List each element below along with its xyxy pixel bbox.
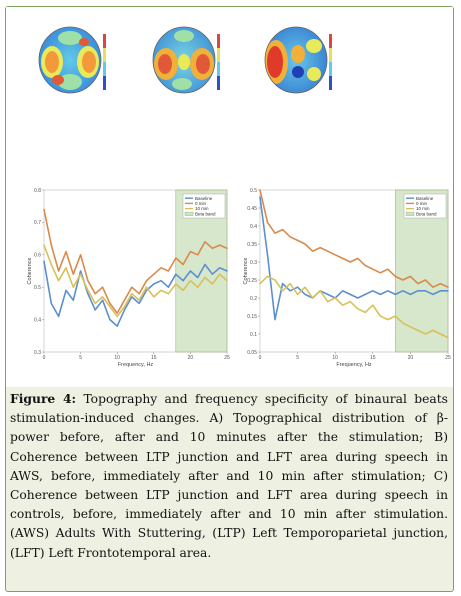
y-tick-label: 0.3 xyxy=(34,350,41,356)
y-tick-label: 0.7 xyxy=(34,220,41,226)
figure-image: 0 5 10 15 20 25 0.3 0.4 0.5 0.6 0.7 0.8 Frequency, H… xyxy=(6,7,453,387)
topomap-10-min-after xyxy=(264,22,334,104)
legend-swatch xyxy=(405,211,415,216)
y-tick-label: 0.8 xyxy=(34,188,41,194)
legend-label: Beta band xyxy=(195,211,216,216)
chart-b: 0 5 10 15 20 25 0.3 0.4 0.5 0.6 0.7 0.8 Frequency, H… xyxy=(22,182,242,372)
legend-label: 10 min xyxy=(416,206,430,211)
y-tick-label: 0.35 xyxy=(247,242,257,248)
legend-label: Baseline xyxy=(416,196,434,201)
x-tick-label: 10 xyxy=(114,355,120,361)
x-tick-label: 20 xyxy=(408,355,414,361)
series-line xyxy=(43,260,228,327)
x-tick-label: 15 xyxy=(370,355,376,361)
y-tick-label: 0.5 xyxy=(34,285,41,291)
x-tick-label: 25 xyxy=(224,355,230,361)
legend-label: Baseline xyxy=(195,196,213,201)
x-tick-label: 15 xyxy=(151,355,157,361)
legend-swatch xyxy=(184,211,194,216)
series-line xyxy=(259,189,449,288)
x-tick-label: 0 xyxy=(259,355,262,361)
coherence-chart-controls: 0 5 10 15 20 25 0.05 0.1 0.15 0.2 0.25 0.3 0.35 0.4 0.… xyxy=(243,188,451,368)
x-tick-label: 5 xyxy=(296,355,299,361)
series-line xyxy=(43,208,228,314)
coherence-chart-aws: 0 5 10 15 20 25 0.3 0.4 0.5 0.6 0.7 0.8 Frequency, H… xyxy=(27,188,230,368)
y-tick-label: 0.5 xyxy=(250,188,257,194)
x-tick-label: 10 xyxy=(332,355,338,361)
series-line xyxy=(43,244,228,318)
y-tick-label: 0.6 xyxy=(34,253,41,259)
figure-frame: 0 5 10 15 20 25 0.3 0.4 0.5 0.6 0.7 0.8 Frequency, H… xyxy=(5,6,454,592)
x-axis-label: Frequency, Hz xyxy=(336,362,372,368)
figure-caption: Figure 4: Topography and frequency speci… xyxy=(10,389,448,563)
x-tick-label: 25 xyxy=(445,355,451,361)
y-tick-label: 0.25 xyxy=(247,278,257,284)
x-axis-label: Frequency, Hz xyxy=(118,362,154,368)
x-tick-label: 5 xyxy=(79,355,82,361)
y-tick-label: 0.2 xyxy=(250,296,257,302)
legend-label: 0 min xyxy=(416,201,428,206)
y-tick-label: 0.3 xyxy=(250,260,257,266)
series-line xyxy=(259,275,449,339)
legend-label: Beta band xyxy=(416,211,437,216)
y-tick-label: 0.05 xyxy=(247,350,257,356)
y-axis-label: Coherence xyxy=(243,258,249,285)
y-tick-label: 0.4 xyxy=(250,224,257,230)
y-tick-label: 0.1 xyxy=(250,332,257,338)
figure-label: Figure 4: xyxy=(10,391,77,406)
y-tick-label: 0.45 xyxy=(247,206,257,212)
x-tick-label: 0 xyxy=(43,355,46,361)
topomap-after xyxy=(152,22,222,104)
legend-label: 10 min xyxy=(195,206,209,211)
series-line xyxy=(259,196,449,321)
chart-c: 0 5 10 15 20 25 0.05 0.1 0.15 0.2 0.25 0.3 0.35 0.4 0.… xyxy=(238,182,453,372)
y-tick-label: 0.4 xyxy=(34,317,41,323)
y-axis-label: Coherence xyxy=(27,258,33,285)
caption-text: Topography and frequency specificity of … xyxy=(10,392,448,560)
legend-label: 0 min xyxy=(195,201,207,206)
topomap-before xyxy=(38,22,108,104)
y-tick-label: 0.15 xyxy=(247,314,257,320)
x-tick-label: 20 xyxy=(188,355,194,361)
